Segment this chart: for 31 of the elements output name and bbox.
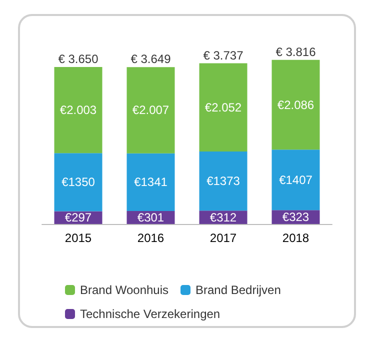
data-label: €2.007 <box>132 103 170 118</box>
bar <box>199 63 248 152</box>
data-label: €1407 <box>279 172 313 187</box>
total-label: € 3.737 <box>203 48 244 62</box>
x-tick-label: 2016 <box>137 231 164 245</box>
bar <box>54 67 102 154</box>
data-label: €1341 <box>134 175 168 190</box>
bar <box>54 153 102 212</box>
bar <box>272 60 320 150</box>
total-label: € 3.649 <box>130 52 172 66</box>
data-label: €301 <box>137 210 164 225</box>
bar <box>199 152 248 211</box>
data-label: €323 <box>282 210 310 224</box>
bar <box>126 67 175 154</box>
legend-label: Brand Woonhuis <box>80 283 168 297</box>
data-label: €1350 <box>62 175 96 190</box>
data-label: €312 <box>210 210 237 224</box>
bar <box>272 150 320 210</box>
total-label: € 3.816 <box>276 44 316 59</box>
data-label: €2.052 <box>204 100 242 114</box>
data-label: €297 <box>64 210 92 225</box>
total-label: € 3.650 <box>58 52 99 66</box>
legend-label: Brand Bedrijven <box>196 283 281 297</box>
data-label: €2.003 <box>60 103 97 118</box>
legend-label: Technische Verzekeringen <box>80 307 220 321</box>
bar <box>126 153 175 212</box>
x-tick-label: 2017 <box>210 231 237 245</box>
x-tick-label: 2018 <box>282 231 310 245</box>
x-tick-label: 2015 <box>64 231 92 245</box>
data-label: €2.086 <box>277 98 314 112</box>
data-label: €1373 <box>206 174 240 188</box>
